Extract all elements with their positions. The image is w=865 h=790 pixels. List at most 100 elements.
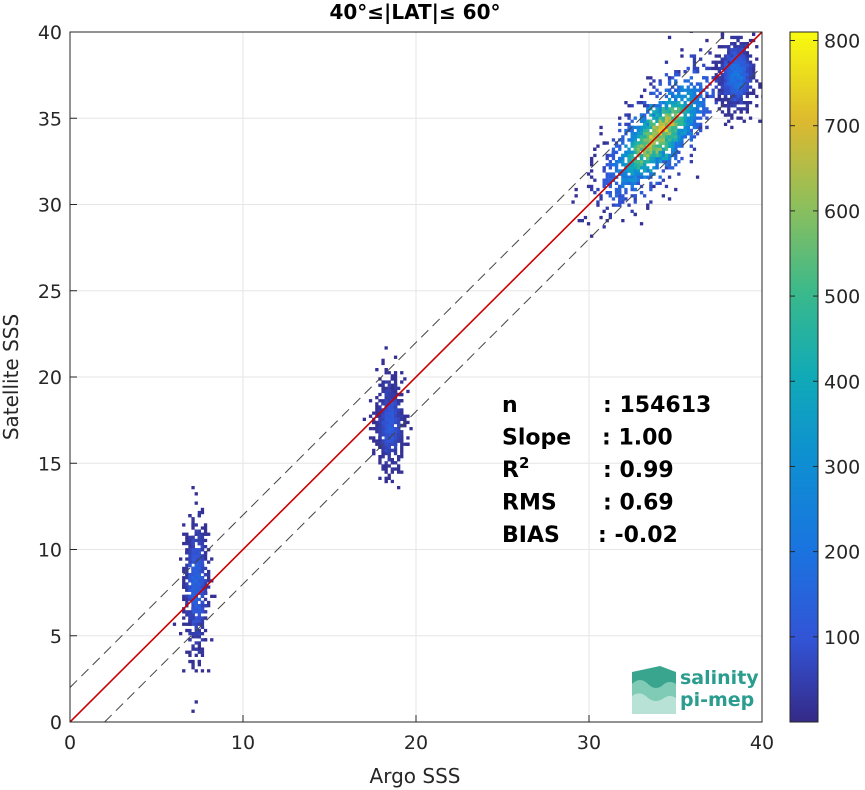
density-cell	[723, 76, 728, 80]
density-cell	[191, 517, 195, 521]
y-tick-label: 5	[50, 626, 62, 648]
density-cell	[381, 386, 385, 390]
density-cell	[188, 538, 192, 543]
density-cell	[643, 150, 647, 154]
density-cell	[378, 436, 382, 440]
density-cell	[590, 184, 594, 189]
density-cell	[658, 104, 662, 108]
density-cell	[748, 70, 753, 74]
density-cell	[686, 88, 690, 92]
density-cell	[689, 88, 693, 92]
density-cell	[375, 423, 379, 428]
density-cell	[406, 442, 410, 446]
density-cell	[664, 116, 669, 120]
density-cell	[723, 85, 728, 89]
density-cell	[390, 408, 394, 412]
density-cell	[624, 178, 628, 182]
density-cell	[736, 91, 740, 95]
density-cell	[203, 579, 208, 583]
density-cell	[646, 175, 650, 179]
density-cell	[614, 150, 619, 154]
density-cell	[745, 94, 749, 99]
density-cell	[624, 172, 628, 176]
density-cell	[387, 473, 391, 477]
density-cell	[624, 169, 628, 173]
density-cell	[730, 125, 734, 130]
density-cell	[197, 622, 201, 626]
density-cell	[191, 548, 195, 552]
density-cell	[188, 541, 192, 546]
density-cell	[658, 153, 662, 158]
density-cell	[692, 147, 697, 151]
density-cell	[664, 144, 669, 148]
density-cell	[702, 101, 706, 105]
density-cell	[200, 566, 205, 571]
density-cell	[614, 203, 619, 207]
density-cell	[387, 417, 391, 421]
density-cell	[602, 178, 606, 182]
density-cell	[378, 433, 382, 437]
density-cell	[621, 156, 625, 161]
density-cell	[397, 433, 401, 437]
density-cell	[200, 604, 205, 608]
density-cell	[627, 181, 631, 185]
density-cell	[733, 91, 737, 95]
density-cell	[630, 166, 634, 170]
density-cell	[191, 647, 195, 651]
density-cell	[664, 138, 669, 142]
density-cell	[689, 144, 693, 148]
density-cell	[736, 107, 740, 111]
density-cell	[674, 88, 678, 92]
density-cell	[384, 439, 388, 443]
density-cell	[627, 156, 631, 161]
density-cell	[197, 588, 201, 592]
stat-value: : 1.00	[602, 426, 673, 451]
density-cell	[596, 200, 600, 204]
density-cell	[194, 669, 198, 673]
density-cell	[387, 371, 391, 375]
density-cell	[618, 122, 622, 126]
density-cell	[378, 455, 382, 459]
density-cell	[708, 51, 712, 55]
density-cell	[185, 600, 189, 605]
density-cell	[614, 160, 619, 164]
density-cell	[649, 169, 653, 173]
density-cell	[652, 113, 656, 117]
density-cell	[720, 66, 725, 71]
density-cell	[630, 184, 634, 189]
density-cell	[639, 128, 644, 133]
density-cell	[182, 579, 186, 583]
density-cell	[590, 234, 594, 238]
density-cell	[699, 104, 703, 108]
density-cell	[627, 138, 631, 142]
density-cell	[686, 66, 690, 71]
density-cell	[730, 76, 734, 80]
density-cell	[618, 184, 622, 189]
density-cell	[397, 467, 401, 471]
density-cell	[677, 132, 681, 136]
density-cell	[203, 582, 208, 586]
density-cell	[661, 160, 665, 164]
density-cell	[745, 91, 749, 95]
density-cell	[602, 225, 606, 229]
density-cell	[655, 125, 659, 130]
density-cell	[739, 63, 743, 67]
density-cell	[674, 119, 678, 123]
density-cell	[191, 663, 195, 667]
density-cell	[714, 54, 718, 58]
density-cell	[655, 156, 659, 161]
density-cell	[403, 442, 407, 446]
density-cell	[714, 63, 718, 67]
density-cell	[745, 110, 749, 114]
density-cell	[646, 128, 650, 133]
density-cell	[674, 138, 678, 142]
density-cell	[393, 433, 398, 437]
density-cell	[397, 411, 401, 415]
density-cell	[188, 514, 192, 518]
density-cell	[191, 526, 195, 530]
density-cell	[393, 371, 398, 375]
stat-superscript: 2	[519, 454, 529, 472]
density-cell	[658, 101, 662, 105]
density-cell	[390, 436, 394, 440]
density-cell	[686, 110, 690, 114]
